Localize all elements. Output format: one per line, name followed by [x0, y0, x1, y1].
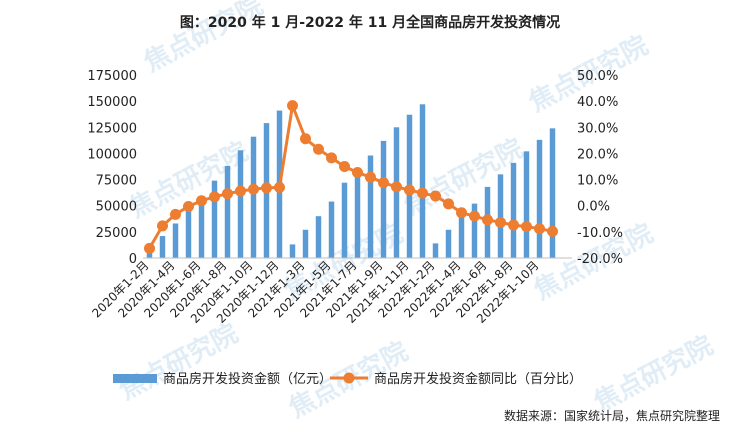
legend: 商品房开发投资金额（亿元） 商品房开发投资金额同比（百分比）	[113, 371, 582, 387]
line-point	[313, 143, 324, 155]
watermark-text: 焦点研究院	[589, 330, 718, 418]
right-axis-tick-label: -10.0%	[577, 226, 623, 241]
line-point	[183, 200, 194, 212]
right-axis-tick-label: 20.0%	[577, 147, 618, 162]
right-axis-ticks: -20.0% -10.0% 0.0% 10.0% 20.0% 30.0% 40.0% 50.0…	[577, 69, 623, 267]
bar	[445, 229, 452, 258]
line-point	[170, 208, 181, 220]
right-axis-tick-label: -20.0%	[577, 252, 623, 267]
line-point	[430, 190, 441, 202]
line-point	[456, 207, 467, 219]
line-point	[547, 225, 558, 237]
line-series-points	[144, 100, 558, 254]
line-point	[144, 242, 155, 254]
bar	[419, 104, 426, 258]
bar	[224, 165, 231, 258]
bar	[198, 197, 205, 258]
left-axis-tick-label: 50000	[96, 200, 137, 215]
bar	[536, 139, 543, 258]
line-point	[274, 181, 285, 193]
line-point	[209, 191, 220, 203]
bar	[393, 127, 400, 259]
bar	[250, 136, 257, 258]
right-axis-tick-label: 40.0%	[577, 95, 618, 110]
line-point	[521, 221, 532, 233]
line-point	[300, 133, 311, 145]
legend-line-label: 商品房开发投资金额同比（百分比）	[374, 371, 582, 387]
left-axis-tick-label: 125000	[87, 121, 137, 136]
watermark-text: 焦点研究院	[114, 318, 243, 406]
left-axis-tick-label: 150000	[87, 95, 137, 110]
bar	[172, 223, 179, 258]
right-axis-tick-label: 0.0%	[577, 200, 610, 215]
left-axis-tick-label: 100000	[87, 147, 137, 162]
x-axis-ticks: 2020年1-2月2020年1-4月2020年1-6月2020年1-8月2020…	[89, 258, 541, 326]
left-axis-tick-label: 75000	[96, 174, 137, 189]
left-axis-tick-label: 175000	[87, 69, 137, 84]
legend-line-marker	[343, 372, 355, 384]
watermark-text: 焦点研究院	[139, 0, 268, 78]
line-point	[443, 198, 454, 210]
line-point	[378, 177, 389, 189]
legend-bar-label: 商品房开发投资金额（亿元）	[163, 371, 332, 387]
chart-title: 图：2020 年 1 月-2022 年 11 月全国商品房开发投资情况	[180, 14, 560, 31]
bar	[497, 174, 504, 258]
right-axis-tick-label: 30.0%	[577, 121, 618, 136]
line-point	[222, 188, 233, 200]
left-axis-ticks: 0 25000 50000 75000 100000 125000 150000 175000	[87, 69, 137, 267]
bar	[367, 155, 374, 258]
line-point	[196, 195, 207, 207]
line-point	[469, 210, 480, 222]
line-point	[157, 220, 168, 232]
line-point	[352, 167, 363, 179]
line-point	[365, 171, 376, 183]
bar	[341, 182, 348, 258]
bar	[458, 217, 465, 258]
bar	[328, 201, 335, 258]
bar	[289, 244, 296, 258]
line-point	[391, 181, 402, 193]
bar	[211, 180, 218, 258]
bar	[380, 140, 387, 258]
left-axis-tick-label: 0	[129, 252, 137, 267]
bar	[185, 210, 192, 258]
bar	[523, 151, 530, 258]
bar	[432, 243, 439, 258]
bar	[510, 162, 517, 258]
bar	[159, 236, 166, 258]
line-point	[339, 161, 350, 172]
bar	[315, 216, 322, 258]
line-point	[287, 100, 298, 112]
bar	[549, 128, 556, 258]
bar	[471, 203, 478, 258]
line-point	[326, 152, 337, 164]
line-point	[482, 214, 493, 226]
legend-bar-swatch	[113, 374, 157, 383]
left-axis-tick-label: 25000	[96, 226, 137, 241]
bar	[302, 229, 309, 258]
source-note: 数据来源：国家统计局，焦点研究院整理	[504, 408, 720, 423]
line-point	[534, 223, 545, 235]
right-axis-tick-label: 50.0%	[577, 69, 618, 84]
right-axis-tick-label: 10.0%	[577, 174, 618, 189]
line-point	[248, 183, 259, 195]
line-point	[417, 187, 428, 199]
line-point	[404, 184, 415, 196]
line-point	[261, 182, 272, 194]
line-point	[235, 185, 246, 197]
line-point	[508, 219, 519, 231]
bar	[354, 169, 361, 258]
bar	[237, 150, 244, 258]
line-point	[495, 216, 506, 228]
